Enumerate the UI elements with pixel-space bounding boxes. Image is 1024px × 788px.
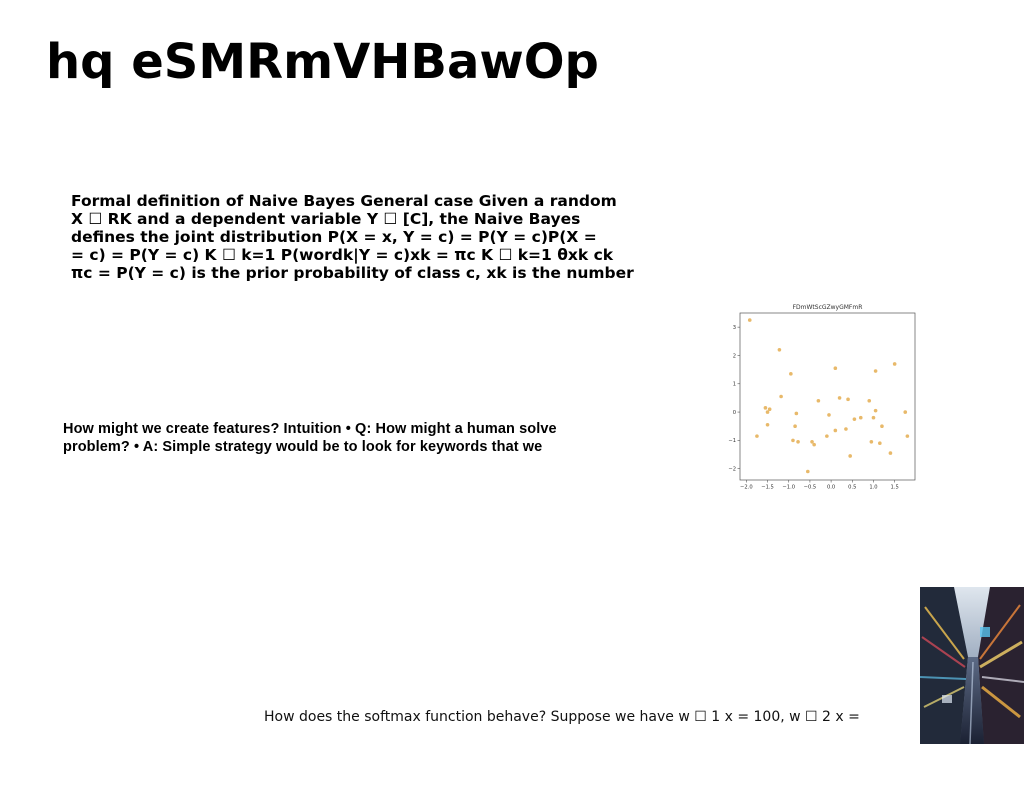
scatter-point: [810, 439, 814, 444]
chart-frame: [739, 312, 916, 481]
x-tick-label: −0.5: [804, 485, 817, 491]
chart-title: FDmWtScGZwyGMFmR: [793, 304, 863, 311]
text-line: Formal definition of Naive Bayes General…: [71, 192, 617, 210]
scatter-point: [747, 318, 752, 322]
x-tick-label: 1.5: [891, 485, 899, 491]
scatter-point: [755, 434, 759, 438]
scatter-point: [892, 362, 897, 366]
naive-bayes-definition-text: Formal definition of Naive Bayes General…: [71, 192, 661, 282]
x-tick-label: 1.0: [869, 485, 877, 491]
scatter-point: [903, 410, 908, 414]
text-line: = c) = P(Y = c) K ☐ k=1 P(wordk|Y = c)xk…: [71, 246, 614, 264]
text-line: πc = P(Y = c) is the prior probability o…: [71, 264, 634, 282]
text-line: X ☐ RK and a dependent variable Y ☐ [C],…: [71, 210, 581, 228]
scatter-point: [852, 417, 857, 421]
slide-title: hq eSMRmVHBawOp: [46, 34, 599, 90]
scatter-point: [873, 408, 878, 413]
scatter-point: [833, 428, 838, 433]
scatter-point: [796, 439, 800, 444]
y-tick-label: −1: [728, 438, 736, 444]
scatter-point: [905, 434, 910, 438]
y-tick-label: 3: [733, 325, 736, 331]
scatter-point: [765, 423, 770, 427]
scatter-chart-svg: FDmWtScGZwyGMFmR −2.0 −1.5 −1.0 −0.5 0.0 0.5 1.…: [728, 304, 916, 491]
x-tick-label: 0.0: [827, 485, 835, 491]
scatter-point: [794, 411, 799, 416]
scatter-point: [777, 347, 782, 352]
scatter-point: [812, 442, 816, 447]
x-tick-label: 0.5: [848, 485, 856, 491]
scatter-point: [869, 439, 874, 444]
city-street-photo-graphic: [920, 587, 1024, 744]
scatter-point: [805, 469, 810, 474]
scatter-point: [767, 407, 772, 412]
x-tick-label: −1.0: [782, 485, 795, 491]
scatter-point: [816, 398, 821, 403]
text-line: defines the joint distribution P(X = x, …: [71, 228, 597, 246]
text-line: problem? • A: Simple strategy would be t…: [63, 439, 543, 455]
y-tick-label: 1: [733, 382, 736, 388]
scatter-point: [873, 369, 878, 373]
scatter-point: [858, 415, 863, 420]
scatter-point: [888, 451, 893, 455]
scatter-point: [846, 397, 850, 402]
softmax-question-text: How does the softmax function behave? Su…: [264, 709, 860, 725]
scatter-point: [867, 398, 872, 403]
features-intuition-text: How might we create features? Intuition …: [63, 420, 663, 456]
x-tick-label: −2.0: [740, 485, 753, 491]
scatter-point: [793, 424, 797, 429]
scatter-point: [848, 454, 852, 458]
scatter-point: [833, 366, 838, 370]
scatter-point: [837, 396, 842, 400]
text-line: How might we create features? Intuition …: [63, 421, 557, 437]
y-tick-label: 0: [733, 410, 736, 416]
y-tick-label: −2: [728, 466, 736, 472]
scatter-point: [880, 424, 884, 429]
scatter-chart: FDmWtScGZwyGMFmR −2.0 −1.5 −1.0 −0.5 0.0 0.5 1.…: [725, 300, 925, 495]
scatter-point: [779, 394, 783, 399]
scatter-point: [878, 441, 882, 446]
city-street-photo-icon: [920, 587, 1024, 744]
scatter-point: [765, 410, 770, 414]
scatter-point: [763, 406, 768, 410]
scatter-point: [844, 427, 848, 431]
scatter-point: [791, 438, 795, 443]
scatter-point: [789, 372, 793, 376]
scatter-point: [871, 415, 876, 420]
y-tick-label: 2: [733, 353, 736, 359]
x-tick-label: −1.5: [761, 485, 774, 491]
scatter-point: [827, 413, 831, 417]
scatter-point: [825, 434, 829, 438]
